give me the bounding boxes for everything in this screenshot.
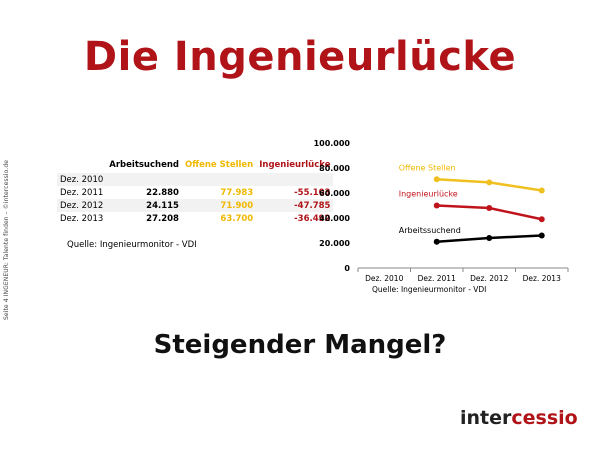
series-point-1 <box>486 205 493 211</box>
table-cell-offene-stellen <box>181 173 257 186</box>
table-cell-ingenieurluecke: -36.492 <box>256 212 334 225</box>
series-point-0 <box>433 176 440 183</box>
series-label-2: Arbeitssuchend <box>399 226 461 235</box>
series-point-0 <box>486 179 493 186</box>
x-tick-label: Dez. 2010 <box>365 274 403 283</box>
table-cell-arbeitsuchend: 27.208 <box>106 212 182 225</box>
table-row: Dez. 2013 27.208 63.700 -36.492 <box>57 212 334 225</box>
series-point-2 <box>433 238 440 245</box>
y-tick-label: 40.000 <box>319 214 350 223</box>
table-cell-year: Dez. 2013 <box>57 212 107 225</box>
table-cell-arbeitsuchend: 24.115 <box>106 199 182 212</box>
table-cell-arbeitsuchend <box>106 173 182 186</box>
line-chart-container: 0 20.000 40.000 60.000 80.000 100.000 Dez. 201… <box>302 128 570 300</box>
table-header-offene-stellen: Offene Stellen <box>184 160 254 170</box>
logo-part-inter: inter <box>460 407 512 429</box>
table-cell-arbeitsuchend: 22.880 <box>106 186 182 199</box>
side-note: Seite 4 INGENEUR: Talente finden – ©inte… <box>3 159 10 320</box>
table-cell-ingenieurluecke: -47.785 <box>256 199 334 212</box>
line-chart: 0 20.000 40.000 60.000 80.000 100.000 Dez. 201… <box>314 139 569 294</box>
series-label-1: Ingenieurlücke <box>399 190 458 199</box>
series-label-0: Offene Stellen <box>399 163 456 172</box>
y-tick-label: 60.000 <box>319 189 350 198</box>
y-tick-label: 20.000 <box>319 239 350 248</box>
page-title: Die Ingenieurlücke <box>83 34 517 80</box>
series-point-0 <box>538 187 545 194</box>
table-header-arbeitsuchend: Arbeitsuchend <box>109 160 179 170</box>
table-row: Dez. 2010 <box>57 173 334 186</box>
subtitle: Steigender Mangel? <box>153 330 447 360</box>
table-cell-year: Dez. 2012 <box>57 199 107 212</box>
table-row: Dez. 2011 22.880 77.983 -55.103 <box>57 186 334 199</box>
x-tick-label: Dez. 2011 <box>418 274 456 283</box>
table-cell-offene-stellen: 77.983 <box>181 186 257 199</box>
table-header-empty <box>57 157 106 173</box>
series-point-1 <box>433 202 440 209</box>
data-table: Arbeitsuchend Offene Stellen Ingenieurlü… <box>57 157 334 225</box>
table-header-ingenieurluecke: Ingenieurlücke <box>259 160 331 170</box>
data-table-container: Arbeitsuchend Offene Stellen Ingenieurlü… <box>57 157 334 225</box>
logo-part-cessio: cessio <box>511 407 578 429</box>
table-cell-year: Dez. 2010 <box>57 173 107 186</box>
y-tick-label: 100.000 <box>314 139 351 148</box>
x-tick-label: Dez. 2012 <box>470 274 508 283</box>
table-cell-ingenieurluecke <box>256 173 334 186</box>
table-cell-offene-stellen: 71.900 <box>181 199 257 212</box>
intercessio-logo: intercessio <box>460 407 578 429</box>
y-tick-label: 80.000 <box>319 164 350 173</box>
table-cell-offene-stellen: 63.700 <box>181 212 257 225</box>
series-point-2 <box>486 235 493 241</box>
table-row: Dez. 2012 24.115 71.900 -47.785 <box>57 199 334 212</box>
table-source-note: Quelle: Ingenieurmonitor - VDI <box>67 240 197 250</box>
chart-source-note: Quelle: Ingenieurmonitor - VDI <box>372 285 486 294</box>
table-cell-year: Dez. 2011 <box>57 186 107 199</box>
x-tick-label: Dez. 2013 <box>523 274 561 283</box>
y-tick-label: 0 <box>344 264 350 273</box>
series-point-1 <box>538 216 545 223</box>
series-point-2 <box>538 232 545 239</box>
table-header-row: Arbeitsuchend Offene Stellen Ingenieurlü… <box>57 157 333 173</box>
table-cell-ingenieurluecke: -55.103 <box>256 186 334 199</box>
